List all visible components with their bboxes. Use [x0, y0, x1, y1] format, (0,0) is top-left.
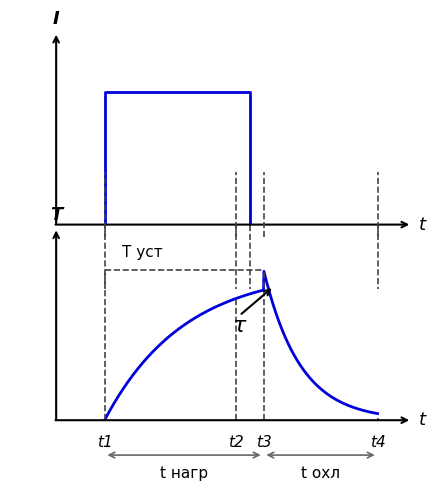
- Text: t: t: [419, 215, 426, 234]
- Text: t: t: [419, 411, 426, 429]
- Text: t нагр: t нагр: [160, 466, 208, 481]
- Text: t1: t1: [97, 435, 112, 450]
- Text: t3: t3: [256, 435, 271, 450]
- Text: I: I: [53, 10, 60, 28]
- Text: T уст: T уст: [122, 245, 162, 260]
- Text: t4: t4: [370, 435, 385, 450]
- Text: t охл: t охл: [301, 466, 340, 481]
- Text: $\tau$: $\tau$: [232, 316, 248, 336]
- Text: T: T: [50, 206, 62, 224]
- Text: t2: t2: [228, 435, 244, 450]
